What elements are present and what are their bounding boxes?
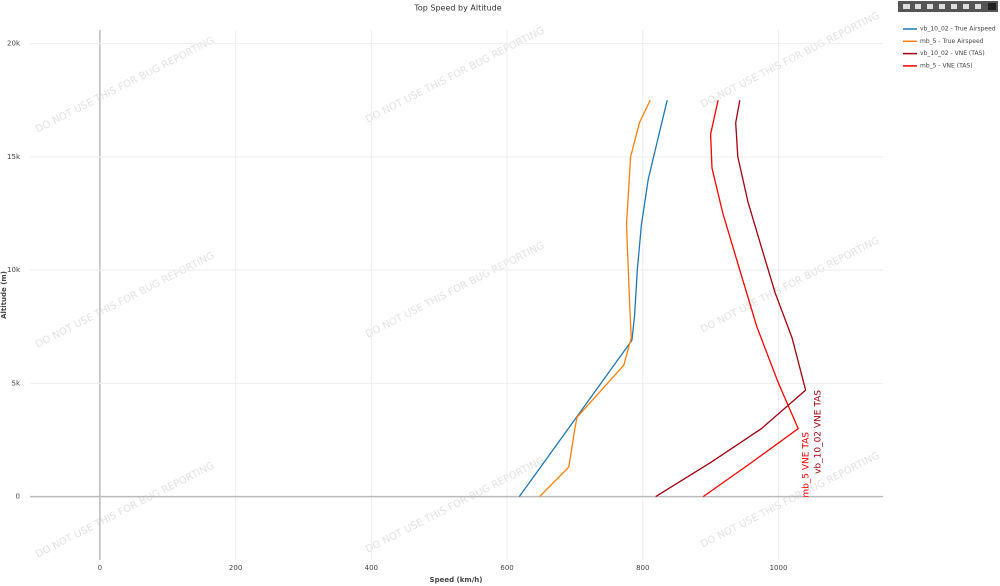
annotation: mb_5 VNE TAS <box>802 432 812 498</box>
toolbar-icon[interactable] <box>939 4 945 9</box>
annotation: vb_10_02 VNE TAS <box>814 390 824 474</box>
y-axis-title: Altitude (m) <box>0 271 8 319</box>
watermark: DO NOT USE THIS FOR BUG REPORTING <box>364 25 546 125</box>
legend-label: mb_5 - VNE (TAS) <box>920 62 973 69</box>
watermark: DO NOT USE THIS FOR BUG REPORTING <box>699 450 881 550</box>
toolbar-icon[interactable] <box>915 4 921 9</box>
x-tick-label: 800 <box>636 564 649 572</box>
legend-label: vb_10_02 - VNE (TAS) <box>920 50 985 57</box>
toolbar-icon[interactable] <box>927 4 933 9</box>
legend-label: mb_5 - True Airspeed <box>920 38 984 45</box>
x-tick-label: 1000 <box>770 564 788 572</box>
y-tick-label: 0 <box>16 493 20 501</box>
series-line <box>518 100 668 497</box>
toolbar-icon[interactable] <box>963 4 969 9</box>
watermark: DO NOT USE THIS FOR BUG REPORTING <box>34 250 216 350</box>
toolbar-icons <box>903 3 996 10</box>
toolbar-icon[interactable] <box>903 4 910 9</box>
toolbar[interactable] <box>898 1 998 12</box>
y-tick-label: 10k <box>7 266 21 274</box>
x-tick-label: 600 <box>500 564 513 572</box>
x-tick-label: 400 <box>365 564 378 572</box>
y-tick-label: 20k <box>7 40 21 48</box>
x-tick-label: 200 <box>229 564 242 572</box>
series-line <box>702 100 800 498</box>
watermark: DO NOT USE THIS FOR BUG REPORTING <box>699 235 881 335</box>
watermark: DO NOT USE THIS FOR BUG REPORTING <box>364 240 546 340</box>
toolbar-icon[interactable] <box>975 4 981 9</box>
watermark: DO NOT USE THIS FOR BUG REPORTING <box>34 35 216 135</box>
watermark: DO NOT USE THIS FOR BUG REPORTING <box>699 10 881 110</box>
y-tick-label: 15k <box>7 153 21 161</box>
series-line <box>539 99 651 498</box>
y-tick-label: 5k <box>11 379 20 387</box>
x-tick-label: 0 <box>98 564 102 572</box>
chart-title: Top Speed by Altitude <box>413 4 501 13</box>
legend-label: vb_10_02 - True Airspeed <box>920 26 996 33</box>
toolbar-icon[interactable] <box>951 4 957 9</box>
toolbar-icon[interactable] <box>988 3 996 10</box>
x-axis-title: Speed (km/h) <box>430 576 483 584</box>
series-line <box>655 100 807 498</box>
watermark: DO NOT USE THIS FOR BUG REPORTING <box>34 460 216 560</box>
watermark: DO NOT USE THIS FOR BUG REPORTING <box>364 455 546 555</box>
